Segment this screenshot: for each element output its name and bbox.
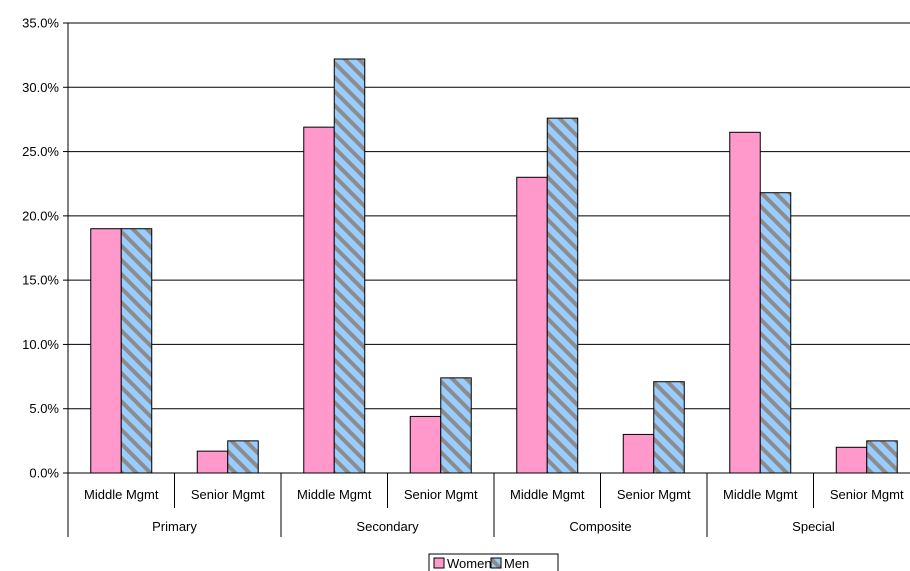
x-subcategory-label: Senior Mgmt (191, 487, 265, 502)
bar-women (91, 229, 122, 473)
x-subcategory-label: Middle Mgmt (297, 487, 372, 502)
y-tick-label: 25.0% (22, 144, 59, 159)
bar-women (623, 434, 654, 473)
bar-men (760, 193, 791, 473)
x-subcategory-label: Middle Mgmt (510, 487, 585, 502)
y-tick-label: 5.0% (29, 401, 59, 416)
bar-women (197, 451, 228, 473)
legend-label-men: Men (504, 556, 529, 571)
x-group-label: Special (792, 519, 835, 534)
y-tick-label: 20.0% (22, 208, 59, 223)
x-group-label: Primary (152, 519, 197, 534)
x-subcategory-label: Middle Mgmt (84, 487, 159, 502)
bars (91, 59, 898, 473)
legend: Women Men (429, 554, 558, 571)
y-tick-label: 30.0% (22, 80, 59, 95)
bar-men (121, 229, 152, 473)
x-subcategory-label: Middle Mgmt (723, 487, 798, 502)
y-tick-label: 10.0% (22, 337, 59, 352)
legend-swatch-men (491, 558, 501, 568)
bar-women (410, 416, 441, 473)
legend-swatch-women (434, 558, 444, 568)
bar-women (836, 447, 867, 473)
x-group-label: Secondary (356, 519, 419, 534)
y-tick-label: 0.0% (29, 466, 59, 481)
bar-men (441, 378, 472, 473)
x-subcategory-label: Senior Mgmt (617, 487, 691, 502)
y-tick-labels: 0.0% 5.0% 10.0% 15.0% 20.0% 25.0% 30.0% 35.0% (22, 16, 59, 481)
x-subcategory-label: Senior Mgmt (830, 487, 904, 502)
bar-women (730, 132, 761, 473)
y-tick-label: 15.0% (22, 273, 59, 288)
bar-women (517, 177, 548, 473)
bar-men (547, 118, 578, 473)
legend-label-women: Women (447, 556, 492, 571)
bar-men (334, 59, 365, 473)
bar-men (867, 441, 898, 473)
x-subcategory-label: Senior Mgmt (404, 487, 478, 502)
x-group-label: Composite (569, 519, 631, 534)
bar-men (654, 382, 685, 473)
y-tick-label: 35.0% (22, 16, 59, 31)
bar-men (228, 441, 259, 473)
bar-women (304, 127, 335, 473)
